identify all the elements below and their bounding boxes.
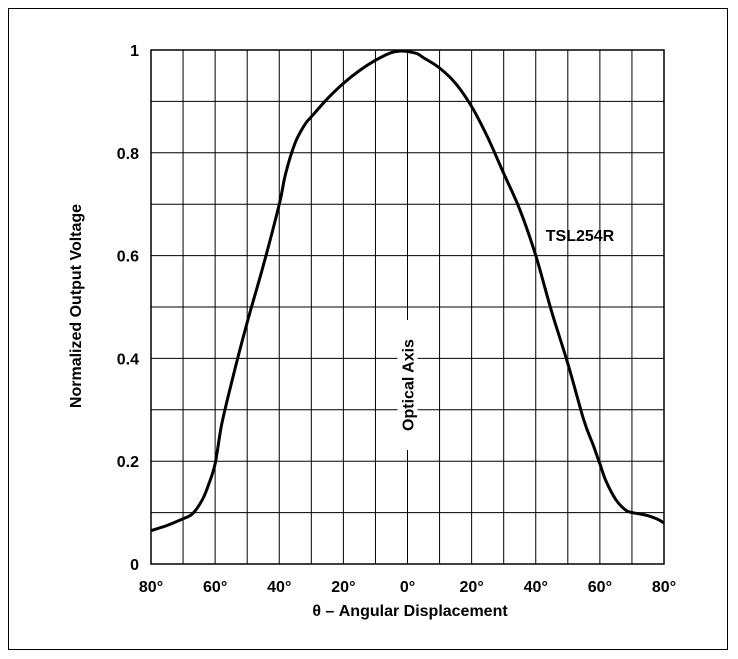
series-annotation: TSL254R [546,228,615,245]
y-axis-label: Normalized Output Voltage [68,204,85,408]
y-tick-label: 0.8 [117,146,139,163]
grid [151,50,664,564]
x-tick-label: 0° [400,579,415,596]
optical-axis-annotation: Optical Axis [398,320,418,450]
y-tick-label: 0.2 [117,454,139,471]
y-tick-label: 0.4 [117,351,139,368]
x-tick-label: 80° [139,579,163,596]
x-tick-label: 20° [460,579,484,596]
x-tick-label: 60° [203,579,227,596]
y-tick-label: 1 [130,43,139,60]
x-tick-label: 60° [588,579,612,596]
x-tick-label: 40° [524,579,548,596]
x-axis-label: θ – Angular Displacement [312,603,508,620]
x-tick-label: 20° [331,579,355,596]
x-tick-label: 80° [652,579,676,596]
y-tick-label: 0 [130,557,139,574]
optical-axis-label: Optical Axis [401,339,418,431]
x-tick-label: 40° [267,579,291,596]
y-tick-label: 0.6 [117,249,139,266]
